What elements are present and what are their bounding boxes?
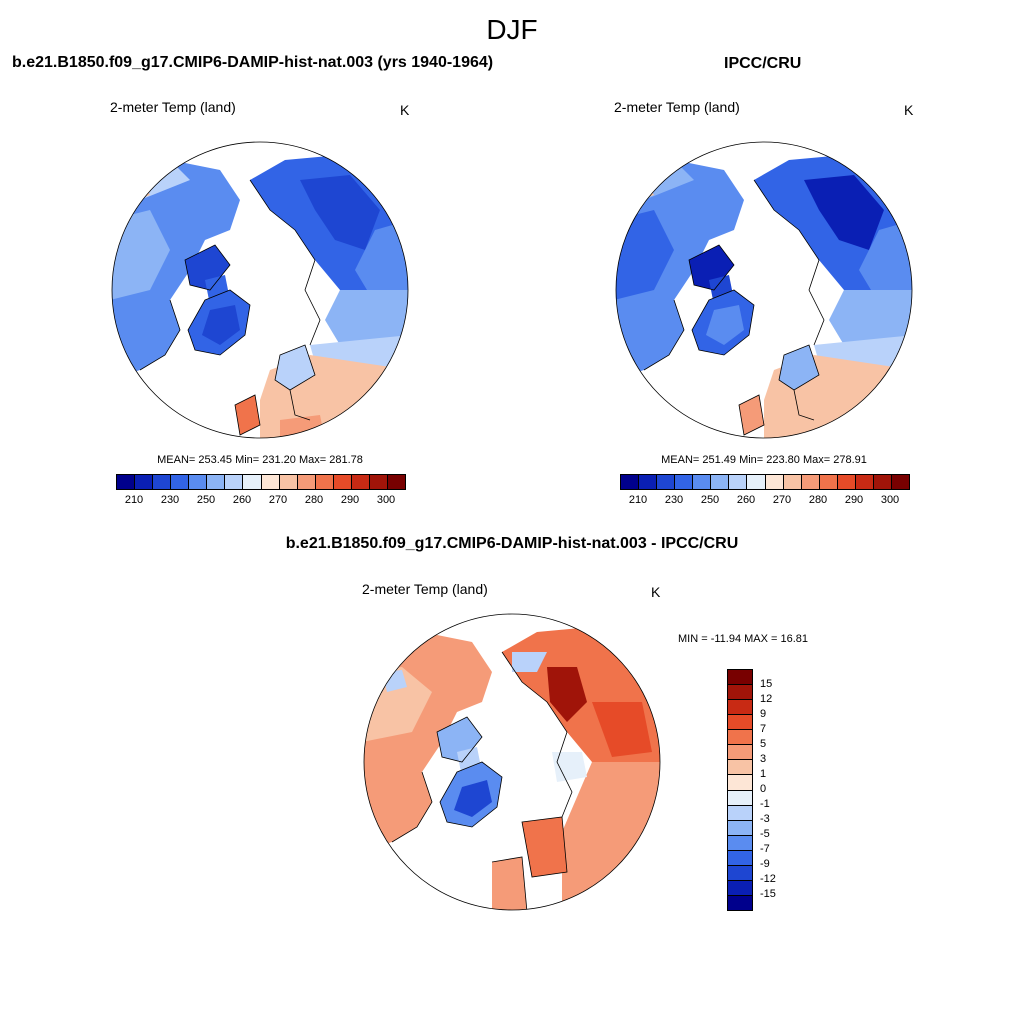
panel-3-colorbar-tick-label: 7 xyxy=(760,723,767,735)
panel-1-colorbar-swatch xyxy=(153,475,172,489)
panel-2-colorbar-tick-label: 250 xyxy=(700,494,720,506)
panel-3-title: b.e21.B1850.f09_g17.CMIP6-DAMIP-hist-nat… xyxy=(285,535,739,552)
panel-3-colorbar-ticks: 15 12 9 7 5 3 1 0 -1 -3 -5 -7 -9 -12 -15 xyxy=(760,669,800,909)
panel-1-stats: MEAN= 253.45 Min= 231.20 Max= 281.78 xyxy=(157,454,363,466)
panel-2-colorbar-swatch xyxy=(729,475,748,489)
panel-3-colorbar-tick-label: -9 xyxy=(760,858,770,870)
panel-3-colorbar-swatch xyxy=(728,685,752,701)
panel-2-title: IPCC/CRU xyxy=(724,55,802,72)
figure-title: DJF xyxy=(486,14,538,45)
panel-2-colorbar-tick-label: 260 xyxy=(736,494,756,506)
panel-2-colorbar-swatch xyxy=(783,475,802,489)
panel-1-colorbar-swatch xyxy=(369,475,388,489)
panel-1-colorbar-swatch xyxy=(243,475,262,489)
panel-2-colorbar-swatch xyxy=(657,475,676,489)
panel-1-colorbar-swatch xyxy=(225,475,244,489)
panel-2-colorbar-tick-label: 300 xyxy=(880,494,900,506)
panel-3-colorbar-tick-label: -5 xyxy=(760,828,770,840)
panel-2-colorbar-tick-label: 270 xyxy=(772,494,792,506)
panel-3-colorbar-tick-label: 3 xyxy=(760,753,767,765)
panel-2-colorbar-swatch xyxy=(621,475,640,489)
panel-3-colorbar-swatch xyxy=(728,715,752,731)
panel-1-colorbar-tick-label: 300 xyxy=(376,494,396,506)
panel-3-colorbar-tick-label: 15 xyxy=(760,678,773,690)
panel-3-colorbar-swatch xyxy=(728,775,752,791)
panel-1-map xyxy=(111,141,409,439)
panel-1-colorbar-swatch xyxy=(117,475,136,489)
panel-1-colorbar-tick-label: 280 xyxy=(304,494,324,506)
panel-2-stats: MEAN= 251.49 Min= 223.80 Max= 278.91 xyxy=(661,454,867,466)
panel-1-colorbar-swatch xyxy=(261,475,280,489)
panel-3-variable: 2-meter Temp (land) xyxy=(362,581,488,597)
panel-1-colorbar-tick-label: 230 xyxy=(160,494,180,506)
panel-1-colorbar-swatch xyxy=(351,475,370,489)
panel-2-variable: 2-meter Temp (land) xyxy=(614,99,740,115)
panel-2-map xyxy=(615,141,913,439)
panel-1-colorbar-tick-label: 270 xyxy=(268,494,288,506)
panel-1-colorbar-swatch xyxy=(135,475,154,489)
panel-2-colorbar-swatch xyxy=(819,475,838,489)
panel-3-colorbar-swatch xyxy=(728,790,752,806)
panel-1-variable: 2-meter Temp (land) xyxy=(110,99,236,115)
panel-1-colorbar xyxy=(116,474,406,490)
panel-1-colorbar-swatch xyxy=(387,475,405,489)
panel-3-colorbar-swatch xyxy=(728,850,752,866)
panel-1-colorbar-tick-label: 210 xyxy=(124,494,144,506)
panel-3-colorbar-swatch xyxy=(728,880,752,896)
panel-3-colorbar-swatch xyxy=(728,730,752,746)
panel-2-colorbar-swatch xyxy=(693,475,712,489)
panel-1-colorbar-swatch xyxy=(207,475,226,489)
panel-1-colorbar-swatch xyxy=(315,475,334,489)
panel-3-colorbar-swatch xyxy=(728,805,752,821)
panel-3-colorbar-swatch xyxy=(728,865,752,881)
panel-1-colorbar-swatch xyxy=(333,475,352,489)
panel-1-colorbar-swatch xyxy=(279,475,298,489)
panel-3-colorbar-tick-label: 9 xyxy=(760,708,767,720)
panel-2-colorbar-swatch xyxy=(639,475,658,489)
panel-2-colorbar-swatch xyxy=(873,475,892,489)
panel-3-colorbar-swatch xyxy=(728,760,752,776)
panel-3-stats: MIN = -11.94 MAX = 16.81 xyxy=(678,633,809,645)
panel-2-colorbar-swatch xyxy=(837,475,856,489)
panel-2-colorbar-swatch xyxy=(747,475,766,489)
panel-1-colorbar-swatch xyxy=(297,475,316,489)
panel-2-colorbar-tick-label: 290 xyxy=(844,494,864,506)
panel-1-colorbar-tick-label: 250 xyxy=(196,494,216,506)
panel-3-colorbar-swatch xyxy=(728,670,752,686)
panel-3-colorbar xyxy=(727,669,753,911)
panel-1-units: K xyxy=(400,102,410,118)
panel-2-colorbar xyxy=(620,474,910,490)
panel-3-colorbar-tick-label: -7 xyxy=(760,843,770,855)
panel-2-colorbar-swatch xyxy=(711,475,730,489)
panel-3-map xyxy=(363,613,661,911)
panel-2-colorbar-tick-label: 280 xyxy=(808,494,828,506)
panel-1-title: b.e21.B1850.f09_g17.CMIP6-DAMIP-hist-nat… xyxy=(12,54,494,71)
panel-3-colorbar-tick-label: -12 xyxy=(760,873,776,885)
panel-2-colorbar-tick-label: 230 xyxy=(664,494,684,506)
panel-2-colorbar-swatch xyxy=(855,475,874,489)
panel-3-colorbar-tick-label: 0 xyxy=(760,783,767,795)
panel-3-colorbar-swatch xyxy=(728,745,752,761)
panel-2-colorbar-tick-label: 210 xyxy=(628,494,648,506)
panel-1-colorbar-swatch xyxy=(189,475,208,489)
panel-3-colorbar-tick-label: -15 xyxy=(760,888,776,900)
panel-1-colorbar-tick-label: 290 xyxy=(340,494,360,506)
panel-3-units: K xyxy=(651,584,661,600)
panel-3-colorbar-swatch xyxy=(728,835,752,851)
panel-3-colorbar-swatch xyxy=(728,895,752,910)
panel-3-colorbar-tick-label: 5 xyxy=(760,738,767,750)
panel-3-colorbar-tick-label: 1 xyxy=(760,768,767,780)
panel-2-units: K xyxy=(904,102,914,118)
panel-3-colorbar-tick-label: -1 xyxy=(760,798,770,810)
panel-2-colorbar-swatch xyxy=(891,475,909,489)
panel-2-colorbar-swatch xyxy=(675,475,694,489)
panel-3-colorbar-swatch xyxy=(728,700,752,716)
panel-3-colorbar-tick-label: -3 xyxy=(760,813,770,825)
panel-1-colorbar-swatch xyxy=(171,475,190,489)
panel-2-colorbar-swatch xyxy=(801,475,820,489)
panel-2-colorbar-swatch xyxy=(765,475,784,489)
panel-3-colorbar-swatch xyxy=(728,820,752,836)
panel-1-colorbar-tick-label: 260 xyxy=(232,494,252,506)
panel-3-colorbar-tick-label: 12 xyxy=(760,693,773,705)
